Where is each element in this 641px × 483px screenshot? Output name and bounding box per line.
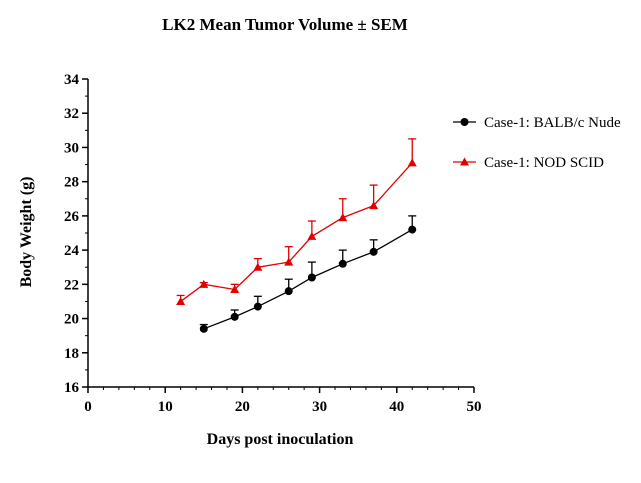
data-point [369, 247, 378, 256]
y-tick-label: 18 [64, 346, 79, 362]
data-point [230, 312, 239, 321]
y-tick-label: 26 [64, 209, 80, 225]
data-point [338, 213, 348, 222]
y-tick-label: 28 [64, 175, 79, 191]
legend-marker [460, 157, 469, 166]
x-tick-label: 0 [84, 399, 92, 415]
data-point [284, 257, 294, 266]
y-tick-label: 24 [64, 243, 80, 259]
x-tick-label: 50 [467, 399, 482, 415]
legend-label: Case-1: NOD SCID [484, 155, 604, 171]
data-point [230, 284, 240, 293]
series-layer [176, 138, 417, 333]
x-tick-label: 20 [235, 399, 250, 415]
series-line [203, 229, 413, 330]
x-tick-label: 40 [389, 399, 404, 415]
series-0 [199, 215, 417, 333]
series-line [180, 162, 413, 302]
series-1 [176, 138, 417, 305]
legend-label: Case-1: BALB/c Nude [484, 115, 621, 131]
data-point [176, 296, 186, 305]
data-point [253, 262, 263, 271]
axes [87, 79, 474, 388]
x-tick-label: 30 [312, 399, 327, 415]
y-tick-label: 34 [64, 72, 80, 88]
legend-marker [460, 118, 469, 126]
y-tick-label: 20 [64, 312, 79, 328]
data-point [199, 279, 209, 288]
legend-entry-0: Case-1: BALB/c Nude [453, 115, 621, 131]
data-point [407, 158, 417, 167]
chart-title: LK2 Mean Tumor Volume ± SEM [162, 15, 408, 34]
data-point [284, 287, 293, 296]
x-axis-label: Days post inoculation [207, 431, 354, 448]
data-point [369, 201, 379, 210]
y-tick-label: 30 [64, 140, 79, 156]
x-tick-label: 10 [158, 399, 173, 415]
data-point [307, 231, 317, 240]
legend-entry-1: Case-1: NOD SCID [453, 155, 604, 171]
y-axis-label: Body Weight (g) [18, 177, 35, 288]
data-point [307, 273, 316, 282]
data-point [408, 225, 417, 234]
y-axis-ticks: 16 18 20 22 24 26 28 30 32 34 [64, 72, 88, 396]
data-point [253, 302, 262, 311]
legend: Case-1: BALB/c Nude Case-1: NOD SCID [453, 115, 621, 171]
y-tick-label: 32 [64, 106, 79, 122]
data-point [199, 324, 208, 333]
x-axis-ticks: 0 10 20 30 40 50 [84, 387, 482, 415]
y-tick-label: 16 [64, 380, 80, 396]
data-point [338, 259, 347, 268]
y-tick-label: 22 [64, 277, 79, 293]
